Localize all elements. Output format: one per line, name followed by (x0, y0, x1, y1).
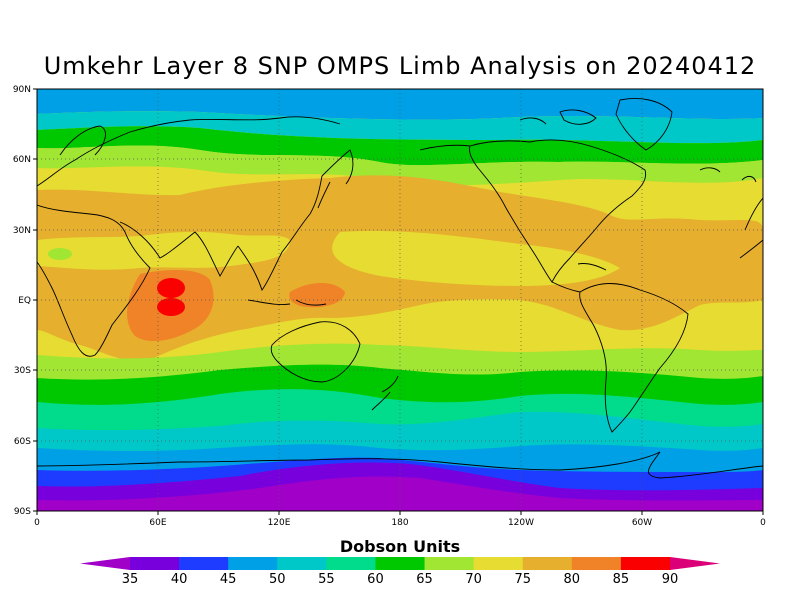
colorbar-tick-label: 55 (318, 572, 335, 587)
colorbar-title: Dobson Units (339, 537, 461, 556)
colorbar-tick-label: 75 (514, 572, 531, 587)
lat-label: 60S (14, 437, 31, 447)
colorbar-segment (179, 557, 229, 570)
colorbar: 35 40 45 50 55 60 65 70 75 80 85 90 (80, 557, 720, 587)
colorbar-segment (375, 557, 426, 570)
lon-label: 120E (268, 518, 291, 528)
lon-label: 0 (34, 518, 40, 528)
colorbar-segment (473, 557, 524, 570)
latitude-labels: 90N 60N 30N EQ 30S 60S 90S (13, 85, 31, 517)
longitude-labels: 0 60E 120E 180 120W 60W 0 (34, 518, 766, 528)
colorbar-high-arrow (670, 557, 720, 570)
colorbar-segment (130, 557, 180, 570)
colorbar-tick-label: 80 (564, 572, 581, 587)
colorbar-tick-label: 85 (613, 572, 630, 587)
lon-label: 0 (760, 518, 766, 528)
colorbar-segment (424, 557, 475, 570)
colorbar-segment (228, 557, 278, 570)
lat-label: 30S (14, 366, 31, 376)
colorbar-tick-label: 70 (465, 572, 482, 587)
coastlines (37, 98, 763, 479)
colorbar-tick-label: 50 (269, 572, 286, 587)
colorbar-segment (571, 557, 622, 570)
lon-label: 120W (508, 518, 534, 528)
lat-label: 60N (13, 155, 31, 165)
axis-ticks (33, 88, 764, 515)
lon-label: 180 (391, 518, 408, 528)
lat-label: 90N (13, 85, 31, 95)
lat-label: 90S (14, 507, 31, 517)
graticule (37, 89, 763, 511)
colorbar-low-arrow (80, 557, 130, 570)
colorbar-tick-label: 40 (171, 572, 188, 587)
colorbar-segment (522, 557, 573, 570)
colorbar-segment (277, 557, 327, 570)
colorbar-segment (326, 557, 376, 570)
colorbar-tick-label: 65 (416, 572, 433, 587)
colorbar-tick-label: 90 (662, 572, 679, 587)
lon-label: 60W (632, 518, 652, 528)
colorbar-tick-label: 45 (220, 572, 237, 587)
map-title: Umkehr Layer 8 SNP OMPS Limb Analysis on… (43, 52, 757, 80)
lat-label: EQ (18, 296, 31, 306)
colorbar-segment (620, 557, 671, 570)
lon-label: 60E (149, 518, 166, 528)
lat-label: 30N (13, 226, 31, 236)
colorbar-tick-label: 35 (122, 572, 139, 587)
colorbar-tick-label: 60 (367, 572, 384, 587)
